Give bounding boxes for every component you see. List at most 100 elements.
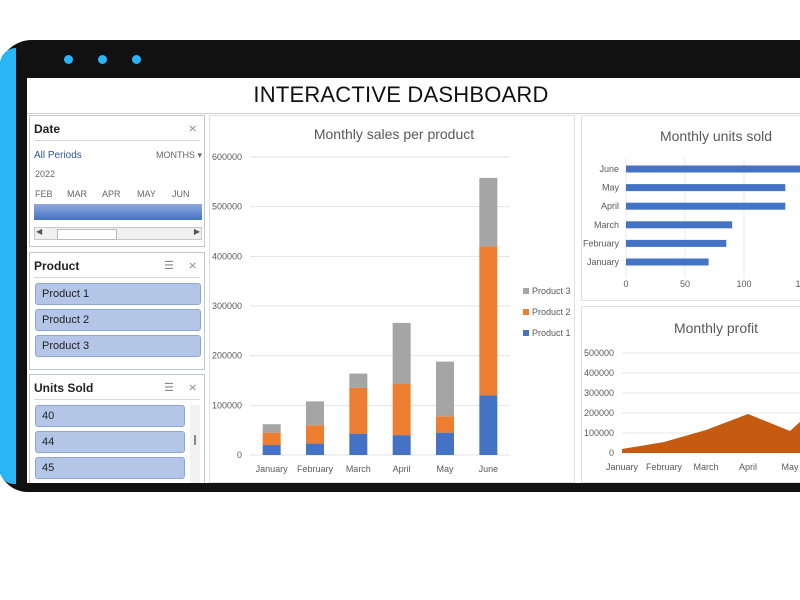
multi-select-icon[interactable]: ☰ [164, 260, 174, 272]
product-slicer: Product ☰ ⨯ Product 1 Product 2 Product … [29, 252, 205, 370]
legend-label: Product 1 [532, 328, 571, 338]
y-tick-label: March [594, 220, 619, 230]
units-item-3[interactable]: 45 [35, 457, 185, 479]
slicer-divider [34, 399, 200, 400]
profit-chart-title: Monthly profit [674, 320, 758, 336]
bar [626, 202, 786, 210]
product-item-2[interactable]: Product 2 [35, 309, 201, 331]
bar [626, 165, 800, 173]
units-chart: Monthly units sold 0501001502002503JuneM… [583, 128, 800, 289]
bar-segment [349, 373, 368, 388]
bar-segment [306, 401, 324, 426]
x-tick-label: May [781, 462, 799, 472]
title-divider [27, 113, 800, 114]
x-tick-label: January [256, 464, 289, 474]
timeline-scrollbar[interactable]: ◀ ▶ [34, 227, 202, 240]
y-tick-label: February [583, 238, 620, 248]
month-label-may: MAY [137, 189, 156, 199]
slicer-divider [34, 277, 200, 278]
year-label: 2022 [35, 169, 56, 179]
units-chart-title: Monthly units sold [660, 128, 772, 144]
bar-segment [262, 445, 281, 455]
y-tick-label: 500000 [584, 348, 614, 358]
x-tick-label: 150 [795, 279, 800, 289]
window-dot-3 [132, 55, 141, 64]
bar-segment [306, 443, 324, 455]
month-label-apr: APR [102, 189, 121, 199]
units-slicer-title: Units Sold [34, 381, 94, 395]
chevron-down-icon: ▾ [197, 150, 203, 160]
x-tick-label: February [297, 464, 334, 474]
bar-segment [262, 424, 281, 433]
bar-segment [479, 395, 498, 455]
bar-segment [349, 387, 368, 434]
time-level-label: MONTHS [156, 150, 195, 160]
scroll-right-icon[interactable]: ▶ [193, 227, 200, 236]
units-chart-panel: Monthly units sold 0501001502002503JuneM… [581, 115, 800, 301]
y-tick-label: June [599, 164, 619, 174]
x-tick-label: 100 [736, 279, 751, 289]
timeline-selection-bar[interactable] [34, 204, 202, 220]
dashboard-screen: INTERACTIVE DASHBOARD Date ⨯ All Periods… [27, 78, 800, 483]
y-tick-label: 0 [609, 448, 614, 458]
slicer-scrollbar[interactable] [190, 405, 200, 483]
slicer-divider [34, 140, 200, 141]
x-tick-label: June [479, 464, 499, 474]
scroll-left-icon[interactable]: ◀ [36, 227, 43, 236]
clear-filter-icon[interactable]: ⨯ [188, 260, 198, 272]
y-tick-label: 100000 [212, 400, 242, 410]
month-label-feb: FEB [35, 189, 53, 199]
clear-filter-icon[interactable]: ⨯ [188, 382, 198, 394]
bar [626, 184, 786, 192]
dashboard-title: INTERACTIVE DASHBOARD [253, 82, 549, 107]
y-tick-label: 400000 [212, 251, 242, 261]
y-tick-label: 500000 [212, 202, 242, 212]
x-tick-label: March [346, 464, 371, 474]
scrollbar-thumb[interactable] [57, 229, 117, 240]
product-slicer-title: Product [34, 259, 80, 273]
x-tick-label: 0 [623, 279, 628, 289]
product-item-1[interactable]: Product 1 [35, 283, 201, 305]
bar [626, 239, 727, 247]
x-tick-label: 50 [680, 279, 690, 289]
bar-segment [392, 435, 411, 455]
clear-filter-icon[interactable]: ⨯ [188, 123, 198, 135]
bar-segment [306, 425, 324, 444]
y-tick-label: 100000 [584, 428, 614, 438]
x-tick-label: April [739, 462, 757, 472]
y-tick-label: 300000 [584, 388, 614, 398]
product-item-3[interactable]: Product 3 [35, 335, 201, 357]
y-tick-label: 200000 [212, 351, 242, 361]
y-tick-label: 0 [237, 450, 242, 460]
sales-chart-panel: Monthly sales per product 0 100000 200000 3… [209, 115, 575, 483]
x-tick-label: April [393, 464, 411, 474]
units-item-1[interactable]: 40 [35, 405, 185, 427]
legend-swatch [523, 330, 529, 336]
x-tick-label: March [693, 462, 718, 472]
y-tick-label: 400000 [584, 368, 614, 378]
bar-segment [479, 177, 498, 247]
profit-area [622, 414, 800, 453]
all-periods-label[interactable]: All Periods [34, 150, 82, 161]
y-tick-label: 200000 [584, 408, 614, 418]
bar-segment [479, 246, 498, 396]
date-slicer-title: Date [34, 122, 61, 136]
bar [626, 221, 733, 229]
bar-segment [436, 361, 454, 417]
bar-segment [349, 433, 368, 455]
month-label-mar: MAR [67, 189, 87, 199]
time-level-dropdown[interactable]: MONTHS ▾ [156, 150, 202, 161]
multi-select-icon[interactable]: ☰ [164, 382, 174, 394]
units-sold-slicer: Units Sold ☰ ⨯ 40 44 45 [29, 374, 205, 483]
month-label-jun: JUN [172, 189, 190, 199]
slicer-scroll-thumb[interactable] [194, 435, 196, 445]
units-item-2[interactable]: 44 [35, 431, 185, 453]
legend-swatch [523, 309, 529, 315]
x-tick-label: May [436, 464, 454, 474]
bar-segment [392, 322, 411, 384]
window-dot-2 [98, 55, 107, 64]
profit-chart-panel: Monthly profit 0 100000 200000 300000 400000… [581, 306, 800, 483]
profit-chart: Monthly profit 0 100000 200000 300000 400000… [584, 320, 800, 472]
date-slicer: Date ⨯ All Periods MONTHS ▾ 2022 FEB MAR… [29, 115, 205, 247]
legend-label: Product 3 [532, 286, 571, 296]
